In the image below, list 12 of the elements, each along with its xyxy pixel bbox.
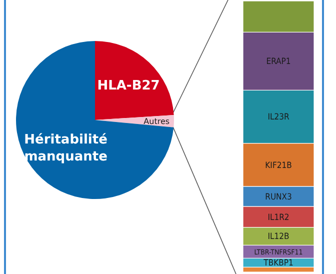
series-label: IL1R2 bbox=[268, 212, 290, 223]
series-label: IL12B bbox=[268, 232, 290, 242]
series-label: RUNX3 bbox=[265, 192, 292, 202]
slice-label: HLA-B27 bbox=[97, 78, 160, 94]
pie-slice bbox=[95, 41, 174, 120]
series-label: IL23R bbox=[268, 112, 290, 123]
slice-label: Héritabilité manquante bbox=[24, 132, 108, 165]
slice-label: Autres bbox=[144, 116, 170, 126]
series-label: TBKBP1 bbox=[262, 258, 294, 269]
pie-slice bbox=[16, 41, 174, 199]
series-label: KIF21B bbox=[265, 160, 292, 171]
series-label: ERAP1 bbox=[266, 57, 291, 68]
